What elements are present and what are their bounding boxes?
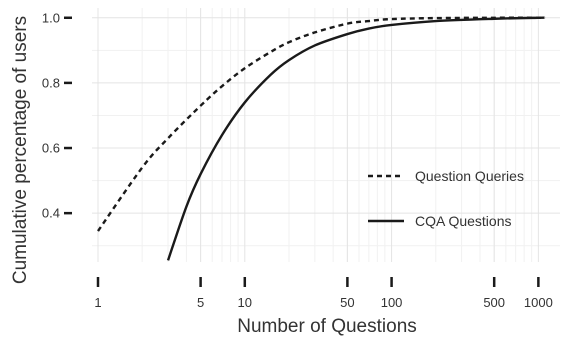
y-tick-label: 0.6 <box>42 141 60 156</box>
y-axis-ticks: 0.4 0.6 0.8 1.0 <box>42 10 72 221</box>
y-axis-title: Cumulative percentage of users <box>10 16 31 284</box>
x-axis-title: Number of Questions <box>237 316 417 337</box>
x-tick-label: 10 <box>238 295 252 310</box>
x-tick-label: 500 <box>483 295 505 310</box>
y-tick-label: 0.8 <box>42 75 60 90</box>
major-gridlines <box>92 8 560 262</box>
x-tick-label: 100 <box>381 295 403 310</box>
y-tick-label: 0.4 <box>42 206 60 221</box>
legend-label-cqa-questions: CQA Questions <box>415 213 512 229</box>
x-axis-ticks: 1 5 10 50 100 500 1000 <box>94 277 553 310</box>
minor-gridlines <box>92 8 560 262</box>
x-tick-label: 5 <box>197 295 204 310</box>
x-tick-label: 1 <box>94 295 101 310</box>
x-tick-label: 50 <box>340 295 354 310</box>
x-tick-label: 1000 <box>524 295 553 310</box>
legend-label-question-queries: Question Queries <box>415 168 524 184</box>
series-line-cqa-questions <box>166 16 546 261</box>
legend: Question Queries CQA Questions <box>368 168 524 229</box>
y-tick-label: 1.0 <box>42 10 60 25</box>
series-layer <box>97 16 546 261</box>
series-line-question-queries <box>97 16 546 232</box>
